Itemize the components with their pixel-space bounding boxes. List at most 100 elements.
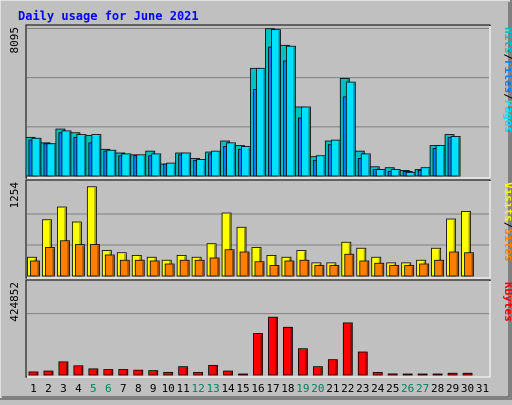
bar-shade [380, 373, 382, 375]
bar-shade [156, 372, 158, 375]
x-tick-label: 15 [236, 382, 249, 395]
x-tick-label: 7 [120, 382, 127, 395]
y-label-part: Hits [502, 27, 512, 54]
x-tick-label: 22 [341, 382, 354, 395]
bar-shade [308, 108, 310, 176]
bar-shade [368, 155, 370, 176]
bar-shade [141, 371, 143, 375]
bar-shade [292, 262, 294, 276]
bar-shade [457, 253, 459, 276]
bar-shade [398, 171, 400, 176]
bar-shade [129, 155, 131, 176]
bar-shade [81, 367, 83, 375]
bar-shade [264, 69, 266, 176]
bar-shade [52, 249, 54, 276]
y-label-part: Pages [502, 100, 512, 133]
bar-shade [352, 255, 354, 276]
bar-shade [114, 151, 116, 176]
bar-shade [234, 144, 236, 176]
x-tick-label: 25 [386, 382, 399, 395]
bar-shade [278, 31, 280, 176]
bar-shade [322, 267, 324, 276]
y-label-part: Files [502, 60, 512, 93]
bar-shade [82, 246, 84, 276]
bar-shade [337, 267, 339, 276]
y-label-part: Visits [502, 182, 512, 222]
bar-shade [69, 132, 71, 176]
bar-shade [290, 328, 292, 375]
bar-kbytes-day-26 [403, 374, 412, 375]
bar-shade [323, 157, 325, 176]
x-tick-label: 18 [281, 382, 294, 395]
x-tick-label: 1 [30, 382, 37, 395]
bar-shade [275, 318, 277, 375]
bar-shade [470, 374, 472, 375]
chart-title: Daily usage for June 2021 [18, 9, 199, 23]
bar-shade [144, 156, 146, 176]
bar-shade [219, 152, 221, 176]
bar-shade [84, 136, 86, 176]
bar-shade [261, 334, 263, 375]
bar-shade [187, 261, 189, 276]
bar-shade [231, 372, 233, 375]
x-tick-label: 3 [60, 382, 67, 395]
y-label-part: Sites [502, 228, 512, 261]
bar-shade [66, 363, 68, 375]
bar-shade [293, 47, 295, 176]
bar-shade [201, 373, 203, 375]
bar-shade [99, 136, 101, 176]
x-tick-label: 31 [476, 382, 489, 395]
bar-shade [37, 262, 39, 276]
bar-shade [112, 256, 114, 276]
y-series-label: Hits/Files/Pages [502, 27, 512, 133]
bar-shade [172, 265, 174, 276]
bar-shade [382, 264, 384, 276]
y-max-label: 8095 [8, 27, 21, 54]
x-tick-label: 27 [416, 382, 429, 395]
bar-shade [427, 265, 429, 276]
y-max-label: 1254 [8, 182, 21, 209]
panels: 8095 Hits/Files/Pages 1254 Visits/Sites 4248… [8, 25, 512, 377]
bar-shade [36, 373, 38, 375]
x-tick-label: 17 [266, 382, 279, 395]
bar-kbytes-day-27 [418, 374, 427, 375]
bar-shade [217, 259, 219, 276]
bar-shade [443, 147, 445, 176]
y-series-label: Visits/Sites [502, 182, 512, 262]
bar-shade [216, 366, 218, 375]
y-label-part: KBytes [502, 282, 512, 322]
x-tick-label: 28 [431, 382, 444, 395]
bar-shade [111, 371, 113, 375]
x-tick-label: 21 [326, 382, 339, 395]
bar-kbytes-day-28 [433, 374, 442, 375]
x-tick-label: 14 [221, 382, 235, 395]
bar-shade [365, 353, 367, 375]
x-tick-label: 13 [206, 382, 219, 395]
x-tick-label: 19 [296, 382, 309, 395]
x-tick-label: 8 [135, 382, 142, 395]
bar-shade [353, 83, 355, 176]
bar-shade [442, 261, 444, 276]
bar-shade [186, 368, 188, 375]
y-series-label: KBytes [502, 282, 512, 322]
bar-shade [232, 251, 234, 276]
panel-mid: 1254 Visits/Sites [8, 180, 512, 278]
bar-shade [262, 263, 264, 276]
bar-shade [397, 267, 399, 276]
bar-shade [307, 261, 309, 276]
bar-shade [350, 324, 352, 375]
bar-shade [335, 361, 337, 375]
bar-shade [67, 242, 69, 276]
bar-shade [472, 254, 474, 276]
x-tick-label: 26 [401, 382, 414, 395]
bar-shade [171, 373, 173, 375]
x-tick-label: 20 [311, 382, 324, 395]
x-tick-label: 29 [446, 382, 459, 395]
x-tick-label: 12 [192, 382, 205, 395]
x-tick-label: 5 [90, 382, 97, 395]
x-tick-label: 16 [251, 382, 264, 395]
bar-shade [338, 141, 340, 176]
bar-shade [413, 173, 415, 176]
bar-shade [320, 368, 322, 375]
